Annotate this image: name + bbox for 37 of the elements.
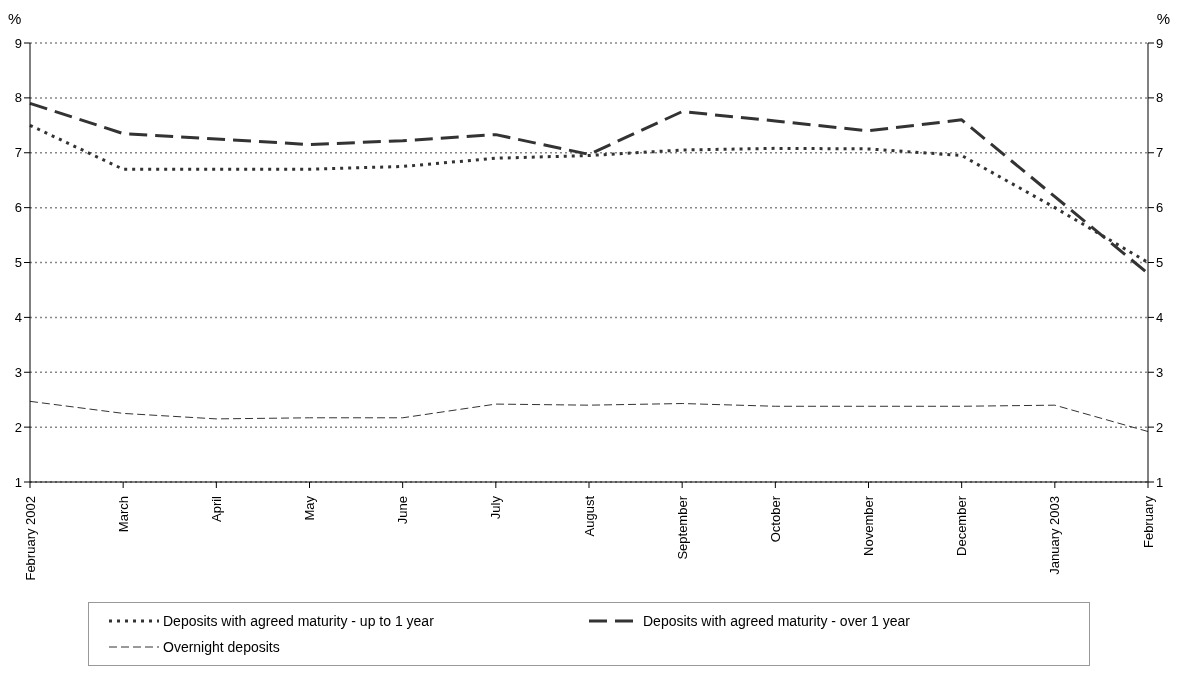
x-tick-label: February	[1140, 495, 1156, 549]
y2-tick-label: 8	[1156, 90, 1164, 106]
x-tick-label: October	[767, 495, 783, 543]
y2-tick-label: 3	[1156, 364, 1164, 380]
y-tick-label: 2	[14, 419, 22, 435]
y2-tick-label: 6	[1156, 200, 1164, 216]
y-tick-label: 9	[14, 35, 22, 51]
y-tick-label: 4	[14, 309, 22, 325]
x-tick-label: April	[208, 495, 224, 523]
y-tick-label: 8	[14, 90, 22, 106]
y2-tick-label: 1	[1156, 474, 1164, 490]
legend-label: Overnight deposits	[163, 639, 280, 655]
x-tick-label: November	[861, 495, 876, 556]
y2-axis-title: %	[1156, 10, 1170, 27]
y2-tick-label: 9	[1156, 35, 1164, 51]
x-tick-label: June	[395, 496, 411, 525]
y2-tick-label: 2	[1156, 419, 1164, 435]
x-tick-label: December	[954, 495, 970, 556]
x-tick-label: January 2003	[1047, 496, 1063, 575]
y-tick-label: 1	[14, 474, 22, 490]
y-tick-label: 5	[14, 255, 22, 271]
y-tick-label: 7	[14, 145, 22, 161]
y-tick-label: 6	[14, 200, 22, 216]
line-series	[29, 400, 1149, 433]
y-axis-title: %	[8, 10, 22, 27]
y2-tick-label: 4	[1156, 309, 1164, 325]
y-tick-label: 3	[14, 364, 22, 380]
x-tick-label: August	[581, 495, 597, 537]
x-tick-label: May	[302, 495, 317, 521]
x-tick-label: March	[115, 496, 131, 533]
legend-label: Deposits with agreed maturity - over 1 year	[643, 613, 910, 629]
x-tick-label: February 2002	[22, 496, 38, 581]
y2-tick-label: 5	[1156, 255, 1164, 271]
legend-label: Deposits with agreed maturity - up to 1 year	[163, 613, 434, 629]
y2-tick-label: 7	[1156, 145, 1164, 161]
x-tick-label: September	[674, 495, 690, 560]
x-tick-label: July	[488, 495, 504, 520]
